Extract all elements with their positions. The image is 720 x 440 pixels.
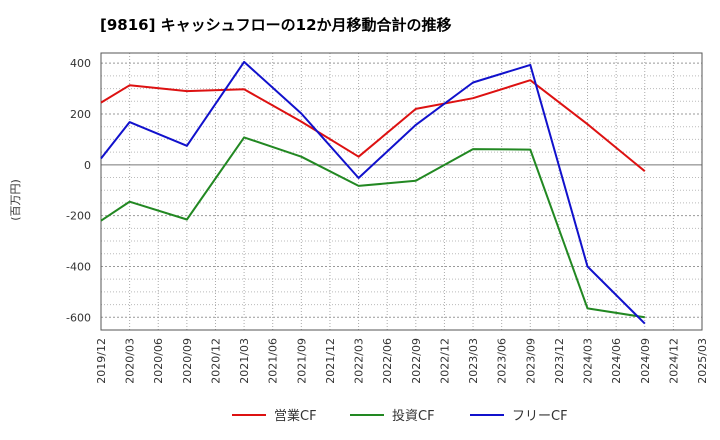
legend: 営業CF 投資CF フリーCF [232, 408, 568, 424]
x-tick-label: 2020/12 [209, 338, 222, 384]
y-tick-label: -200 [66, 210, 91, 223]
y-tick-label: -600 [66, 311, 91, 324]
x-tick-label: 2024/03 [582, 338, 595, 384]
x-tick-label: 2020/03 [124, 338, 137, 384]
x-tick-label: 2024/12 [667, 338, 680, 384]
x-tick-label: 2022/06 [381, 338, 394, 384]
y-axis-label: (百万円) [9, 179, 22, 221]
legend-label: 営業CF [274, 408, 317, 424]
y-tick-label: -400 [66, 260, 91, 273]
x-tick-label: 2022/09 [410, 338, 423, 384]
x-tick-label: 2024/06 [610, 338, 623, 384]
series-line [100, 79, 646, 172]
chart-title: [9816] キャッシュフローの12か月移動合計の推移 [100, 16, 452, 34]
x-tick-label: 2022/03 [353, 338, 366, 384]
x-tick-label: 2021/03 [238, 338, 251, 384]
x-tick-label: 2023/09 [524, 338, 537, 384]
y-tick-label: 0 [84, 159, 91, 172]
y-tick-label: 200 [70, 108, 91, 121]
x-tick-label: 2023/06 [496, 338, 509, 384]
x-tick-label: 2021/12 [324, 338, 337, 384]
x-tick-label: 2023/03 [467, 338, 480, 384]
plot-frame [100, 52, 703, 331]
series-line [100, 60, 646, 325]
x-tick-label: 2021/09 [295, 338, 308, 384]
series-line [100, 136, 645, 319]
x-tick-label: 2019/12 [95, 338, 108, 384]
x-tick-label: 2024/09 [639, 338, 652, 384]
x-tick-label: 2021/06 [267, 338, 280, 384]
x-tick-label: 2025/03 [696, 338, 709, 384]
legend-label: フリーCF [512, 409, 568, 424]
x-tick-label: 2020/09 [181, 338, 194, 384]
plot-area: 400 200 0 -200 -400 -600 2019/12 2020/03 2020/06… [66, 52, 709, 384]
y-tick-label: 400 [70, 57, 91, 70]
x-tick-label: 2020/06 [152, 338, 165, 384]
legend-label: 投資CF [392, 408, 435, 424]
x-tick-label: 2023/12 [553, 338, 566, 384]
x-tick-label: 2022/12 [438, 338, 451, 384]
